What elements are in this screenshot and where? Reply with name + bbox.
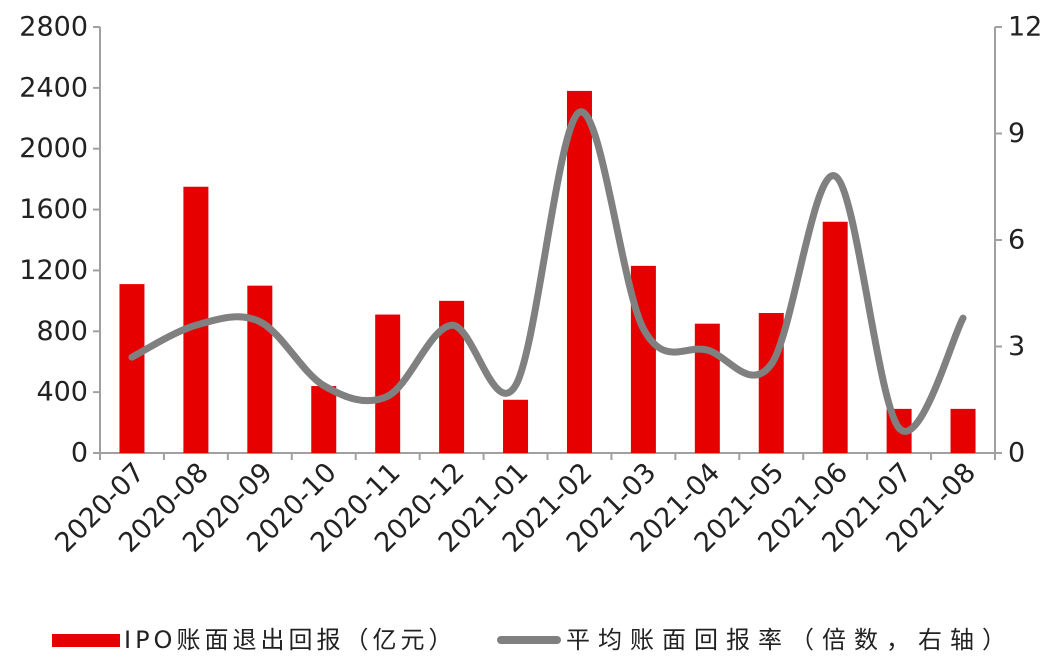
y-left-tick-label: 400 — [36, 377, 88, 408]
legend-label-bar: IPO账面退出回报（亿元） — [124, 626, 457, 654]
y-left-tick-label: 2000 — [19, 133, 88, 164]
chart-plot: 0400800120016002000240028000369122020-07… — [19, 12, 1042, 559]
bar-2021-02 — [566, 90, 592, 454]
bar-2021-06 — [822, 221, 848, 453]
y-left-tick-label: 2400 — [19, 72, 88, 103]
y-right-tick-label: 0 — [1008, 438, 1025, 469]
bar-2021-04 — [694, 323, 720, 453]
y-left-tick-label: 1600 — [19, 194, 88, 225]
bar-2020-09 — [247, 285, 273, 453]
y-right-tick-label: 6 — [1008, 225, 1025, 256]
y-right-tick-label: 12 — [1008, 12, 1042, 43]
y-right-tick-label: 9 — [1008, 118, 1025, 149]
line-series-return-rate — [128, 108, 967, 435]
legend-swatch-line — [497, 636, 561, 644]
y-right-tick-label: 3 — [1008, 331, 1025, 362]
legend-swatch-bar — [52, 634, 120, 647]
y-left-tick-label: 2800 — [19, 12, 88, 43]
bar-2021-01 — [503, 399, 529, 453]
bar-2020-07 — [119, 284, 145, 453]
bar-2020-10 — [311, 386, 337, 453]
bar-2020-11 — [375, 314, 401, 453]
y-left-tick-label: 800 — [36, 316, 88, 347]
legend-label-line: 平均账面回报率（倍数，右轴） — [566, 626, 1014, 654]
y-left-tick-label: 0 — [71, 438, 88, 469]
y-left-tick-label: 1200 — [19, 255, 88, 286]
bar-2021-08 — [950, 408, 976, 453]
